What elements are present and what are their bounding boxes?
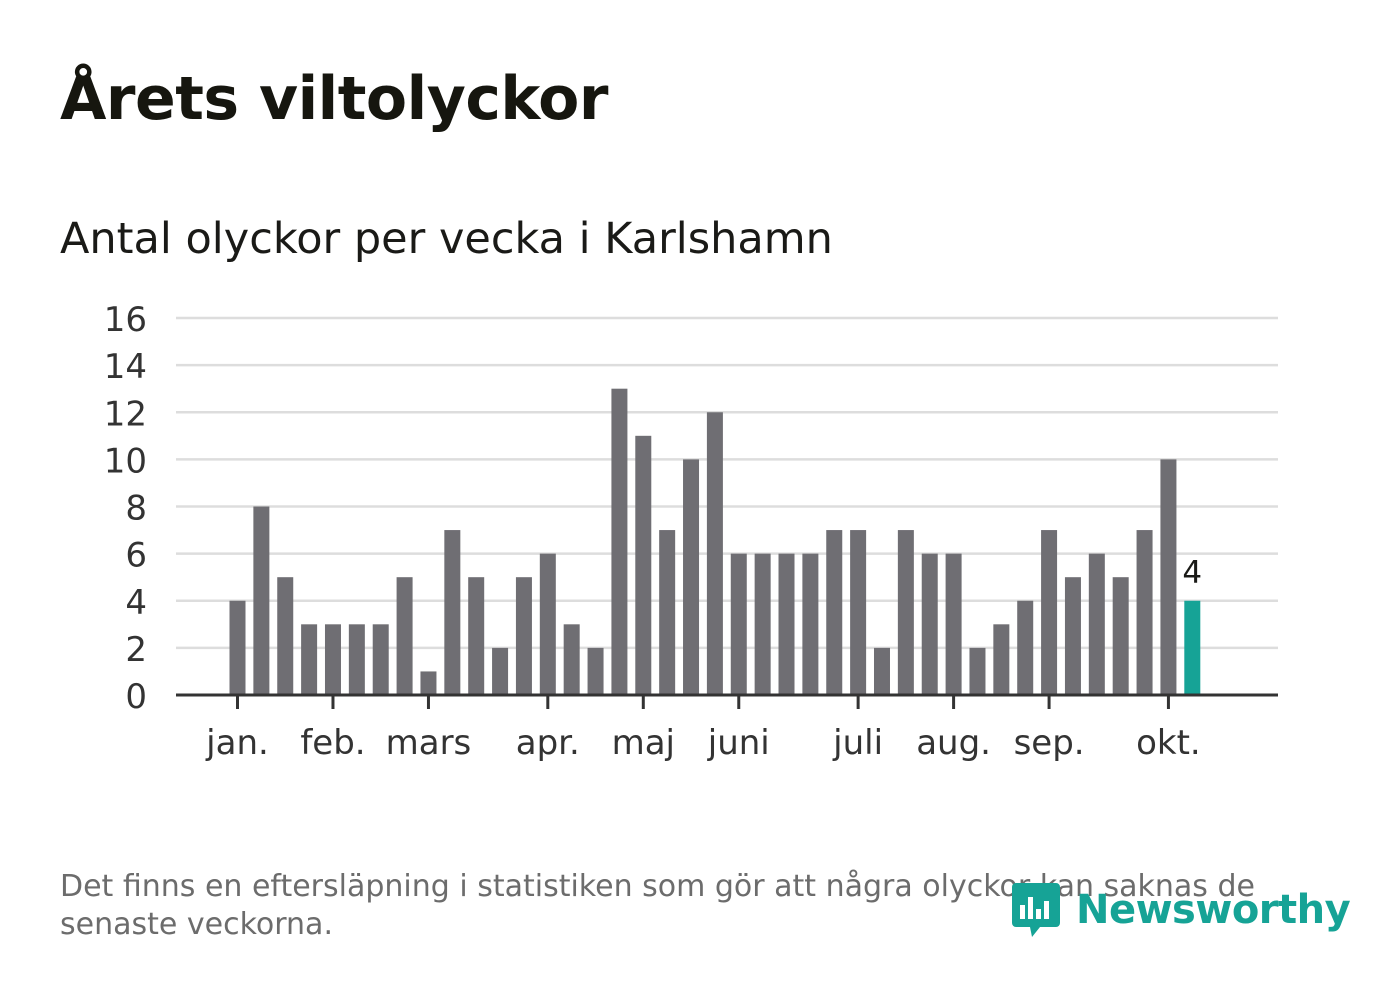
bar — [1160, 459, 1177, 695]
x-tick-label: juni — [707, 723, 770, 763]
y-tick-label: 12 — [104, 394, 147, 434]
bar — [444, 530, 461, 695]
bar — [635, 435, 652, 695]
bar — [706, 412, 723, 695]
bar — [945, 553, 962, 695]
x-tick-label: aug. — [916, 723, 991, 763]
x-tick-label: sep. — [1014, 723, 1085, 763]
x-tick-label: feb. — [300, 723, 365, 763]
x-tick-label: juli — [832, 723, 883, 763]
y-tick-label: 8 — [125, 489, 147, 529]
x-tick-label: apr. — [516, 723, 580, 763]
bar — [1112, 577, 1129, 695]
x-tick-label: mars — [386, 723, 472, 763]
bar — [515, 577, 532, 695]
bar — [826, 530, 843, 695]
bar — [659, 530, 676, 695]
y-tick-label: 4 — [125, 583, 147, 623]
y-axis-ticks: 0 2 4 6 8 10 12 14 16 — [104, 300, 147, 717]
bar — [253, 506, 270, 695]
bar — [348, 624, 365, 695]
bar — [1064, 577, 1081, 695]
bar — [1041, 530, 1058, 695]
bar — [802, 553, 819, 695]
bar — [563, 624, 580, 695]
y-tick-label: 0 — [125, 677, 147, 717]
bar — [921, 553, 938, 695]
bar — [969, 647, 986, 695]
x-axis-ticks: jan. feb. mars apr. maj juni juli aug. sep. okt. — [205, 695, 1201, 763]
bar — [587, 647, 604, 695]
bar-highlight — [1184, 600, 1201, 695]
bar — [897, 530, 914, 695]
y-tick-label: 2 — [125, 630, 147, 670]
data-label-highlight: 4 — [1182, 555, 1202, 591]
y-tick-label: 6 — [125, 536, 147, 576]
newsworthy-logo-icon — [1012, 883, 1060, 937]
bar — [539, 553, 556, 695]
y-tick-label: 16 — [104, 300, 147, 340]
bar — [1088, 553, 1105, 695]
bar — [873, 647, 890, 695]
bar — [683, 459, 700, 695]
chart-title: Årets viltolyckor — [60, 64, 609, 134]
bar — [277, 577, 294, 695]
bar — [372, 624, 389, 695]
bar — [730, 553, 747, 695]
bar — [420, 671, 437, 695]
bar — [468, 577, 485, 695]
x-tick-label: jan. — [205, 723, 269, 763]
bar — [492, 647, 509, 695]
bar — [850, 530, 867, 695]
bar — [611, 388, 628, 695]
bar — [1136, 530, 1153, 695]
x-tick-label: maj — [612, 723, 675, 763]
data-labels: 4 — [1182, 555, 1202, 591]
y-tick-label: 10 — [104, 441, 147, 481]
bar — [396, 577, 413, 695]
y-tick-label: 14 — [104, 347, 147, 387]
brand: Newsworthy — [1010, 878, 1351, 942]
bar — [1017, 600, 1034, 695]
bar — [324, 624, 341, 695]
grid-lines — [176, 316, 1278, 650]
brand-name: Newsworthy — [1076, 887, 1351, 933]
bar — [993, 624, 1010, 695]
x-tick-label: okt. — [1136, 723, 1201, 763]
bar — [301, 624, 318, 695]
bar — [778, 553, 795, 695]
chart-subtitle: Antal olyckor per vecka i Karlshamn — [60, 214, 833, 264]
bar — [229, 600, 246, 695]
bar — [754, 553, 771, 695]
bars — [229, 388, 1201, 695]
